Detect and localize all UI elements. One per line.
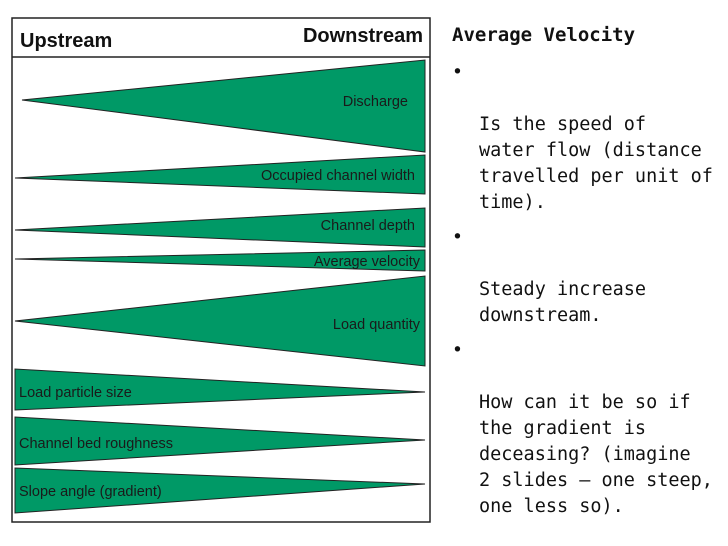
- bullet-icon: •: [452, 62, 463, 83]
- notes-bullet: • Is the speed of water flow (distance t…: [452, 60, 728, 216]
- wedge-slope-angle: [14, 467, 426, 514]
- label-occupied-channel-width: Occupied channel width: [261, 168, 415, 184]
- wedge-load-quantity: [14, 275, 426, 367]
- bullet-icon: •: [452, 340, 463, 361]
- notes-bullet-text: Is the speed of water flow (distance tra…: [479, 114, 713, 213]
- notes-bullet-text: How can it be so if the gradient is dece…: [479, 392, 713, 517]
- notes-panel: Average Velocity • Is the speed of water…: [452, 24, 728, 529]
- header-downstream: Downstream: [303, 25, 423, 47]
- notes-title: Average Velocity: [452, 24, 636, 46]
- wedge-channel-depth: [14, 207, 426, 248]
- downstream-changes-diagram: Upstream Downstream Discharge Occupied c…: [11, 17, 431, 523]
- label-discharge: Discharge: [343, 94, 408, 110]
- notes-bullet: • Steady increase downstream.: [452, 225, 728, 329]
- label-load-quantity: Load quantity: [333, 317, 421, 333]
- wedge-discharge: [21, 59, 426, 153]
- bullet-icon: •: [452, 227, 463, 248]
- header-upstream: Upstream: [20, 30, 112, 52]
- label-average-velocity: Average velocity: [314, 254, 421, 270]
- wedge-channel-bed-roughness: [14, 416, 426, 466]
- label-channel-bed-roughness: Channel bed roughness: [19, 436, 173, 452]
- notes-bullet-text: Steady increase downstream.: [479, 279, 647, 326]
- label-load-particle-size: Load particle size: [19, 385, 132, 401]
- wedge-average-velocity: [14, 249, 426, 272]
- notes-bullet: • How can it be so if the gradient is de…: [452, 338, 728, 520]
- label-channel-depth: Channel depth: [321, 218, 415, 234]
- label-slope-angle: Slope angle (gradient): [19, 484, 162, 500]
- notes-bullet-list: • Is the speed of water flow (distance t…: [452, 60, 728, 520]
- wedge-load-particle-size: [14, 368, 426, 411]
- wedge-occupied-channel-width: [14, 154, 426, 195]
- diagram-frame: [11, 17, 431, 523]
